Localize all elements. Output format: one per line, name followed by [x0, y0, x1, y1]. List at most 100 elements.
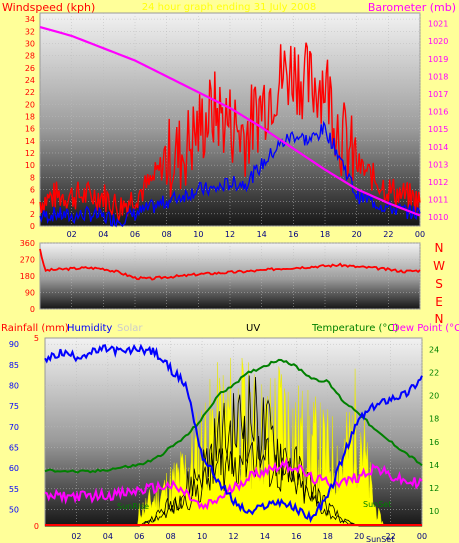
y-tick-label: 180 — [20, 272, 35, 281]
graph-title: 24 hour graph ending 31 July 2008 — [142, 2, 316, 13]
y-right-tick-label: 1011 — [428, 196, 448, 205]
barometer-axis-title: Barometer (mb) — [368, 1, 456, 14]
humidity-tick-label: 65 — [9, 443, 19, 452]
direction-letter-e: E — [435, 295, 443, 309]
x-tick-label: 00 — [417, 532, 427, 541]
y-left-tick-label: 12 — [25, 149, 35, 158]
y-left-tick-label: 30 — [25, 39, 35, 48]
humidity-axis-title: Humidity — [67, 323, 112, 334]
x-tick-label: 22 — [383, 230, 393, 239]
temperature-tick-label: 10 — [429, 507, 439, 516]
humidity-tick-label: 70 — [9, 423, 19, 432]
y-left-tick-label: 28 — [25, 52, 35, 61]
humidity-tick-label: 80 — [9, 382, 19, 391]
direction-letter-w: W — [433, 259, 445, 273]
direction-series — [39, 248, 421, 281]
x-tick-label: 16 — [291, 532, 301, 541]
y-right-tick-label: 1019 — [428, 55, 448, 64]
rain-tick-label: 5 — [34, 334, 39, 343]
x-tick-label: 10 — [193, 230, 203, 239]
y-left-tick-label: 22 — [25, 88, 35, 97]
temperature-series-line — [44, 358, 423, 474]
humidity-series-line — [44, 343, 423, 524]
x-tick-label: 16 — [288, 230, 298, 239]
sunrise-marker-label: SunRise — [117, 502, 149, 511]
x-tick-label: 02 — [71, 532, 81, 541]
y-right-tick-label: 1010 — [428, 213, 448, 222]
y-left-tick-label: 14 — [25, 137, 35, 146]
humidity-tick-label: 75 — [9, 402, 19, 411]
y-tick-label: 90 — [25, 289, 35, 298]
temperature-tick-label: 22 — [429, 369, 439, 378]
x-tick-label: 00 — [415, 230, 425, 239]
x-tick-label: 18 — [320, 230, 330, 239]
average-wind-series-line — [39, 120, 421, 228]
dewpoint-series-line — [44, 457, 423, 511]
rainfall-axis-title: Rainfall (mm) — [1, 323, 69, 334]
x-tick-label: 14 — [257, 230, 267, 239]
x-tick-label: 06 — [134, 532, 144, 541]
y-left-tick-label: 18 — [25, 112, 35, 121]
y-left-tick-label: 32 — [25, 27, 35, 36]
direction-letter-n2: N — [435, 312, 444, 326]
y-tick-label: 360 — [20, 239, 35, 248]
direction-series-line — [39, 248, 421, 281]
x-tick-label: 08 — [166, 532, 176, 541]
temperature-tick-label: 12 — [429, 484, 439, 493]
x-tick-label: 06 — [130, 230, 140, 239]
y-tick-label: 0 — [30, 305, 35, 314]
dewpoint-axis-title: Dew Point (°C) — [392, 323, 459, 334]
x-tick-label: 12 — [228, 532, 238, 541]
temperature-tick-label: 24 — [429, 346, 439, 355]
barometer-series-line — [39, 26, 421, 217]
temperature-tick-label: 16 — [429, 438, 439, 447]
y-right-tick-label: 1018 — [428, 72, 448, 81]
y-right-tick-label: 1021 — [428, 20, 448, 29]
x-tick-label: 14 — [260, 532, 270, 541]
y-left-tick-label: 8 — [30, 173, 35, 182]
wind-grid — [40, 13, 421, 227]
y-left-tick-label: 6 — [30, 185, 35, 194]
x-tick-label: 10 — [197, 532, 207, 541]
x-tick-label: 22 — [385, 532, 395, 541]
y-left-tick-label: 2 — [30, 210, 35, 219]
y-left-tick-label: 26 — [25, 64, 35, 73]
wind-axes: 02 04 06 08 10 12 14 16 18 20 22 000246810121416182… — [25, 15, 449, 239]
y-right-tick-label: 1012 — [428, 178, 448, 187]
y-right-tick-label: 1017 — [428, 90, 448, 99]
y-right-tick-label: 1015 — [428, 125, 448, 134]
y-left-tick-label: 0 — [30, 222, 35, 231]
y-left-tick-label: 16 — [25, 125, 35, 134]
y-right-tick-label: 1016 — [428, 108, 448, 117]
y-left-tick-label: 10 — [25, 161, 35, 170]
windspeed-axis-title: Windspeed (kph) — [2, 1, 95, 14]
humidity-tick-label: 85 — [9, 361, 19, 370]
y-left-tick-label: 4 — [30, 198, 35, 207]
humidity-axes: 02 04 06 08 10 12 14 16 18 20 22 005055606570758085… — [9, 334, 439, 541]
y-right-tick-label: 1013 — [428, 160, 448, 169]
sunset-axis-label: SunSet — [366, 535, 394, 543]
temperature-tick-label: 18 — [429, 415, 439, 424]
humidity-tick-label: 55 — [9, 485, 19, 494]
x-tick-label: 18 — [323, 532, 333, 541]
direction-letter-n1: N — [435, 241, 444, 255]
gust-series-line — [39, 42, 421, 221]
humidity-series — [44, 343, 423, 527]
y-left-tick-label: 24 — [25, 76, 35, 85]
x-tick-label: 12 — [225, 230, 235, 239]
rain-tick-label: 0 — [34, 522, 39, 531]
direction-grid — [40, 242, 421, 310]
x-tick-label: 08 — [162, 230, 172, 239]
sunset-marker-label: SunSet — [363, 500, 391, 509]
x-tick-label: 20 — [352, 230, 362, 239]
y-tick-label: 270 — [20, 256, 35, 265]
temperature-tick-label: 14 — [429, 461, 439, 470]
solar-label: Solar — [117, 323, 143, 334]
humidity-tick-label: 60 — [9, 464, 19, 473]
y-left-tick-label: 20 — [25, 100, 35, 109]
y-left-tick-label: 34 — [25, 15, 35, 24]
y-right-tick-label: 1020 — [428, 37, 448, 46]
wind-series — [39, 26, 421, 228]
x-tick-label: 02 — [67, 230, 77, 239]
